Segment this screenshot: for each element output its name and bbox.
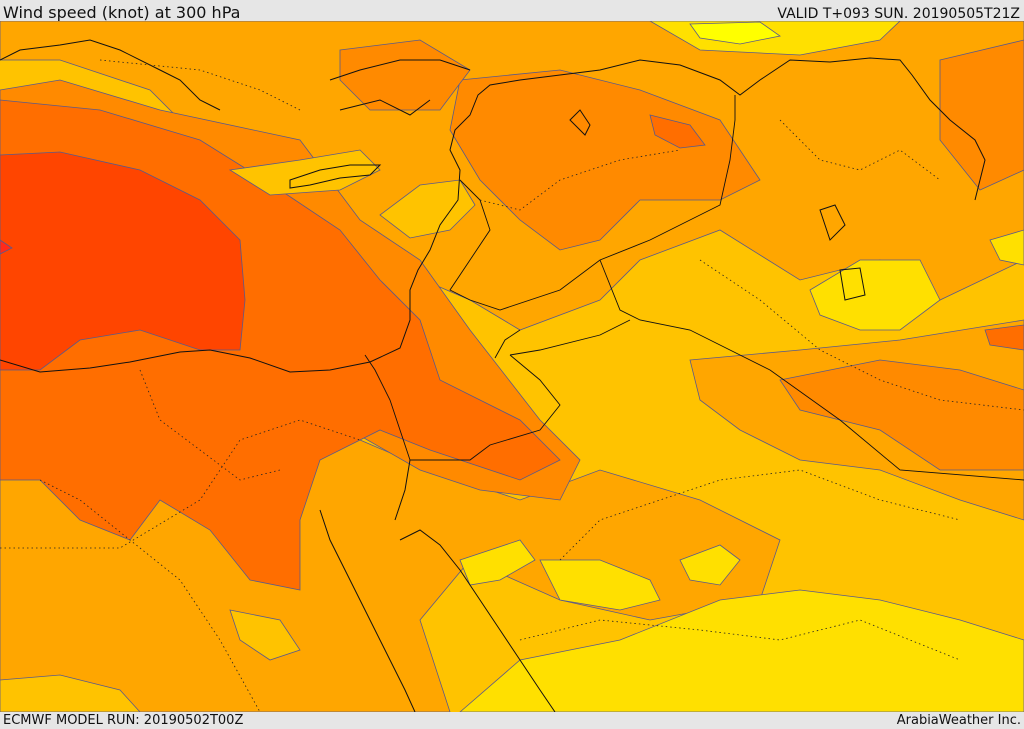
wind-speed-field [0,21,1024,712]
contour-band [809,259,941,331]
contour-band [449,69,761,251]
header-bar: Wind speed (knot) at 300 hPa VALID T+093… [0,0,1024,22]
contour-band [0,674,141,712]
contour-band [649,114,706,149]
credit: ArabiaWeather Inc. [896,713,1021,728]
coastlines [0,39,986,712]
jet-core [0,239,13,255]
contour-band [779,359,1024,471]
jet-core [0,151,246,371]
contour-band [229,609,301,661]
contour-band [984,324,1024,351]
weather-map [0,21,1024,712]
contour-band [989,229,1024,266]
country-borders [364,95,1024,481]
footer-bar: ECMWF MODEL RUN: 20190502T00Z ArabiaWeat… [0,712,1024,729]
internal-borders [0,59,1024,712]
map-title: Wind speed (knot) at 300 hPa [3,3,241,22]
contour-band [339,39,471,111]
contour-band [228,149,381,196]
contour-band [379,179,476,239]
contour-band [459,539,536,586]
contour-band [939,39,1024,191]
contour-band [689,21,781,45]
model-run: ECMWF MODEL RUN: 20190502T00Z [3,713,244,728]
contour-band [679,544,741,586]
contour-band [539,559,661,611]
valid-time: VALID T+093 SUN. 20190505T21Z [777,6,1020,22]
contour-band [459,589,1024,712]
